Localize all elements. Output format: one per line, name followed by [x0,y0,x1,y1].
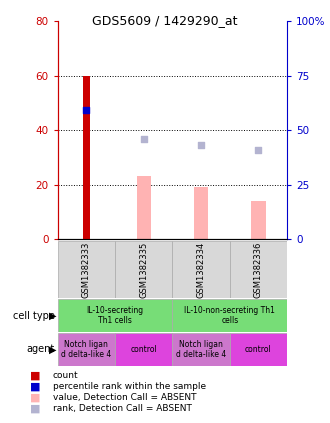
Text: GSM1382334: GSM1382334 [197,242,206,298]
Text: IL-10-non-secreting Th1
cells: IL-10-non-secreting Th1 cells [184,306,275,325]
Point [198,142,204,149]
Bar [115,333,172,366]
Bar [172,241,230,298]
Bar [172,299,287,332]
Text: GSM1382333: GSM1382333 [82,242,91,298]
Bar [115,241,172,298]
Point [84,107,89,114]
Text: percentile rank within the sample: percentile rank within the sample [53,382,206,391]
Text: control: control [245,345,272,354]
Text: GSM1382335: GSM1382335 [139,242,148,298]
Bar [137,176,151,239]
Text: ■: ■ [30,371,40,381]
Text: value, Detection Call = ABSENT: value, Detection Call = ABSENT [53,393,196,402]
Text: Notch ligan
d delta-like 4: Notch ligan d delta-like 4 [61,340,112,359]
Text: GSM1382336: GSM1382336 [254,242,263,298]
Text: ▶: ▶ [49,344,56,354]
Bar [83,76,90,239]
Text: cell type: cell type [13,310,54,321]
Bar [172,333,230,366]
Point [141,135,147,142]
Text: ■: ■ [30,404,40,414]
Point [256,146,261,153]
Bar [58,333,115,366]
Text: IL-10-secreting
Th1 cells: IL-10-secreting Th1 cells [86,306,144,325]
Bar [58,241,115,298]
Bar [251,201,266,239]
Text: ▶: ▶ [49,310,56,321]
Text: GDS5609 / 1429290_at: GDS5609 / 1429290_at [92,14,238,27]
Text: rank, Detection Call = ABSENT: rank, Detection Call = ABSENT [53,404,192,413]
Text: agent: agent [26,344,54,354]
Bar [58,299,172,332]
Bar [194,187,208,239]
Text: Notch ligan
d delta-like 4: Notch ligan d delta-like 4 [176,340,226,359]
Text: ■: ■ [30,382,40,392]
Text: control: control [130,345,157,354]
Text: ■: ■ [30,393,40,403]
Text: count: count [53,371,79,380]
Bar [230,333,287,366]
Bar [230,241,287,298]
